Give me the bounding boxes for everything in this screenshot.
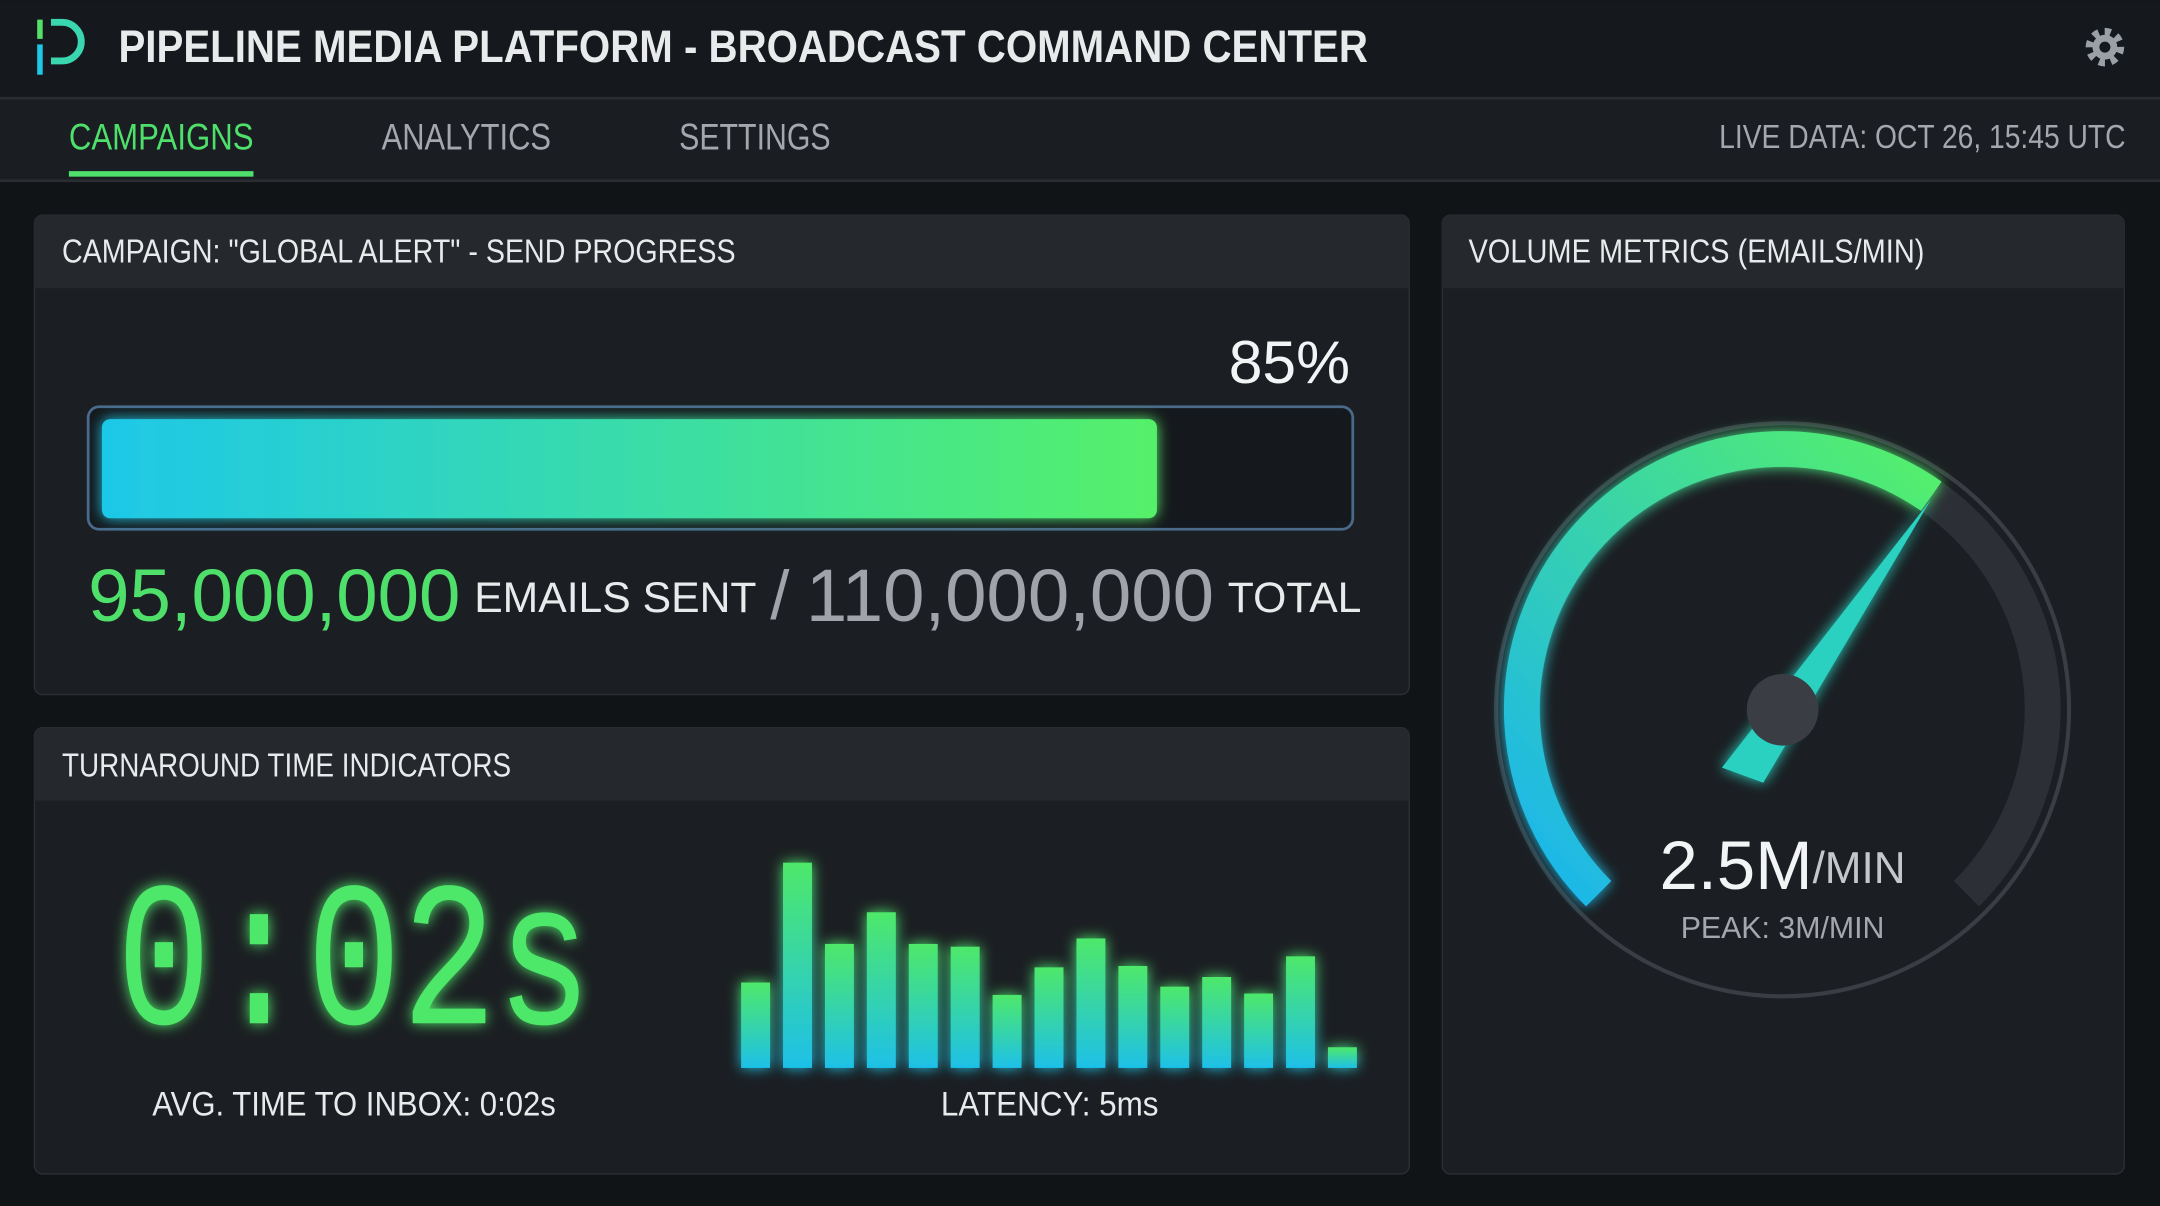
- latency-bar: [950, 946, 980, 1068]
- gauge: [1493, 421, 2072, 999]
- sent-summary: 95,000,000 EMAILS SENT /110,000,000 TOTAL: [88, 554, 1361, 637]
- progress-fill: [101, 419, 1157, 519]
- nav-tab[interactable]: SETTINGS: [679, 115, 831, 157]
- time-display: 0:02s: [116, 852, 591, 1086]
- latency-bar: [1034, 967, 1064, 1068]
- active-tab-underline: [68, 171, 254, 177]
- latency-bar: [1244, 993, 1274, 1068]
- latency-bar: [1286, 956, 1315, 1068]
- peak-label: PEAK: 3M/MIN: [1681, 912, 1885, 945]
- panel-header: [34, 215, 1410, 289]
- latency-chart: [741, 862, 1357, 1068]
- latency-bar: [908, 943, 938, 1068]
- separator: /: [770, 557, 790, 634]
- latency-bar: [992, 994, 1022, 1068]
- nav-bar: [0, 99, 2160, 180]
- nav-tab[interactable]: CAMPAIGNS: [69, 115, 254, 157]
- latency-bar: [1327, 1047, 1357, 1068]
- nav-tab[interactable]: ANALYTICS: [382, 115, 551, 157]
- header-bar: [0, 0, 2160, 97]
- latency-bar: [824, 943, 854, 1068]
- panel-title: VOLUME METRICS (EMAILS/MIN): [1468, 234, 1924, 271]
- latency-label: LATENCY: 5ms: [941, 1086, 1159, 1124]
- logo: [37, 18, 85, 75]
- app-title: PIPELINE MEDIA PLATFORM - BROADCAST COMM…: [118, 21, 1367, 72]
- total-label: TOTAL: [1228, 574, 1362, 622]
- panel-header: [1442, 215, 2125, 289]
- latency-bar: [1202, 977, 1232, 1068]
- live-data: LIVE DATA: OCT 26, 15:45 UTC: [1719, 119, 2125, 156]
- latency-bar: [1076, 938, 1106, 1068]
- panel-header: [34, 727, 1410, 801]
- latency-bar: [866, 912, 896, 1068]
- total-count: 110,000,000: [806, 554, 1214, 637]
- progress-fill-group: [101, 419, 1157, 519]
- avg-time-label: AVG. TIME TO INBOX: 0:02s: [152, 1086, 556, 1124]
- latency-bar: [741, 982, 771, 1068]
- panel-title: TURNAROUND TIME INDICATORS: [62, 747, 511, 784]
- sent-count: 95,000,000: [88, 554, 460, 637]
- progress-percent: 85%: [1229, 328, 1350, 396]
- panel-title: CAMPAIGN: "GLOBAL ALERT" - SEND PROGRESS: [62, 234, 736, 271]
- rate-value: 2.5M: [1659, 827, 1812, 904]
- latency-bar: [1160, 986, 1190, 1068]
- settings-gear[interactable]: [2085, 27, 2125, 67]
- rate-readout: 2.5M/MIN: [1659, 827, 1905, 904]
- latency-bar: [1118, 965, 1148, 1068]
- sent-label: EMAILS SENT: [474, 574, 756, 622]
- rate-unit: /MIN: [1813, 844, 1906, 893]
- latency-bar: [783, 862, 812, 1068]
